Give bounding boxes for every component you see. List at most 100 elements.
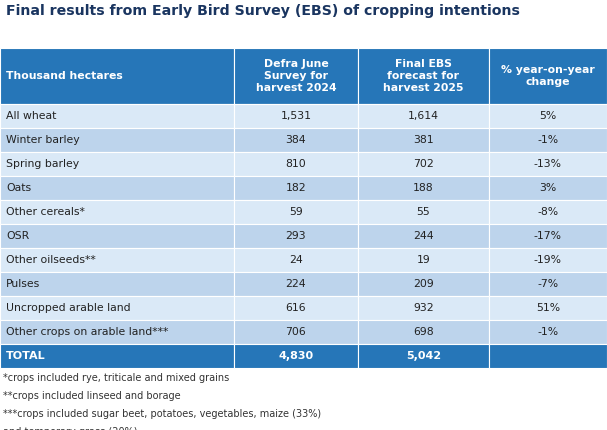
Text: 3%: 3% — [539, 183, 557, 193]
FancyBboxPatch shape — [0, 200, 234, 224]
Text: *crops included rye, triticale and mixed grains: *crops included rye, triticale and mixed… — [3, 373, 229, 383]
Text: 24: 24 — [289, 255, 303, 265]
Text: Thousand hectares: Thousand hectares — [6, 71, 123, 81]
FancyBboxPatch shape — [358, 272, 489, 296]
Text: -13%: -13% — [534, 159, 562, 169]
Text: 188: 188 — [413, 183, 433, 193]
Text: -17%: -17% — [534, 231, 562, 241]
Text: 706: 706 — [285, 327, 307, 337]
FancyBboxPatch shape — [358, 104, 489, 128]
FancyBboxPatch shape — [489, 296, 607, 320]
FancyBboxPatch shape — [234, 104, 358, 128]
Text: ***crops included sugar beet, potatoes, vegetables, maize (33%): ***crops included sugar beet, potatoes, … — [3, 409, 321, 419]
FancyBboxPatch shape — [489, 224, 607, 248]
FancyBboxPatch shape — [358, 200, 489, 224]
Text: -19%: -19% — [534, 255, 562, 265]
FancyBboxPatch shape — [234, 296, 358, 320]
Text: 209: 209 — [413, 279, 434, 289]
FancyBboxPatch shape — [234, 176, 358, 200]
FancyBboxPatch shape — [0, 176, 234, 200]
Text: Spring barley: Spring barley — [6, 159, 79, 169]
FancyBboxPatch shape — [489, 152, 607, 176]
Text: Final EBS
forecast for
harvest 2025: Final EBS forecast for harvest 2025 — [383, 58, 464, 93]
FancyBboxPatch shape — [489, 48, 607, 104]
FancyBboxPatch shape — [234, 128, 358, 152]
Text: All wheat: All wheat — [6, 111, 56, 121]
Text: 51%: 51% — [536, 303, 560, 313]
Text: 244: 244 — [413, 231, 433, 241]
Text: Final results from Early Bird Survey (EBS) of cropping intentions: Final results from Early Bird Survey (EB… — [6, 4, 520, 18]
FancyBboxPatch shape — [234, 200, 358, 224]
Text: 1,531: 1,531 — [280, 111, 311, 121]
Text: 384: 384 — [286, 135, 306, 145]
Text: 616: 616 — [286, 303, 306, 313]
FancyBboxPatch shape — [0, 128, 234, 152]
FancyBboxPatch shape — [358, 320, 489, 344]
FancyBboxPatch shape — [0, 48, 234, 104]
FancyBboxPatch shape — [358, 152, 489, 176]
FancyBboxPatch shape — [0, 224, 234, 248]
FancyBboxPatch shape — [234, 344, 358, 368]
Text: 810: 810 — [285, 159, 307, 169]
FancyBboxPatch shape — [234, 248, 358, 272]
FancyBboxPatch shape — [234, 152, 358, 176]
FancyBboxPatch shape — [489, 200, 607, 224]
Text: **crops included linseed and borage: **crops included linseed and borage — [3, 391, 181, 401]
Text: % year-on-year
change: % year-on-year change — [501, 65, 595, 87]
FancyBboxPatch shape — [358, 48, 489, 104]
Text: Other oilseeds**: Other oilseeds** — [6, 255, 96, 265]
FancyBboxPatch shape — [0, 104, 234, 128]
Text: -7%: -7% — [537, 279, 558, 289]
Text: Other crops on arable land***: Other crops on arable land*** — [6, 327, 169, 337]
Text: and temporary grass (20%): and temporary grass (20%) — [3, 427, 138, 430]
Text: -8%: -8% — [537, 207, 558, 217]
Text: 293: 293 — [286, 231, 306, 241]
Text: Uncropped arable land: Uncropped arable land — [6, 303, 131, 313]
Text: -1%: -1% — [537, 327, 558, 337]
FancyBboxPatch shape — [489, 272, 607, 296]
FancyBboxPatch shape — [0, 152, 234, 176]
FancyBboxPatch shape — [358, 296, 489, 320]
Text: Other cereals*: Other cereals* — [6, 207, 85, 217]
FancyBboxPatch shape — [358, 128, 489, 152]
FancyBboxPatch shape — [358, 176, 489, 200]
FancyBboxPatch shape — [489, 320, 607, 344]
Text: Defra June
Survey for
harvest 2024: Defra June Survey for harvest 2024 — [256, 58, 336, 93]
FancyBboxPatch shape — [0, 344, 234, 368]
Text: 5%: 5% — [539, 111, 557, 121]
Text: 55: 55 — [416, 207, 430, 217]
Text: 381: 381 — [413, 135, 433, 145]
Text: 19: 19 — [416, 255, 430, 265]
FancyBboxPatch shape — [0, 248, 234, 272]
FancyBboxPatch shape — [358, 248, 489, 272]
FancyBboxPatch shape — [358, 344, 489, 368]
FancyBboxPatch shape — [489, 248, 607, 272]
Text: 1,614: 1,614 — [408, 111, 439, 121]
FancyBboxPatch shape — [0, 272, 234, 296]
Text: 932: 932 — [413, 303, 433, 313]
Text: 59: 59 — [289, 207, 303, 217]
Text: -1%: -1% — [537, 135, 558, 145]
Text: 702: 702 — [413, 159, 434, 169]
FancyBboxPatch shape — [489, 128, 607, 152]
FancyBboxPatch shape — [234, 272, 358, 296]
Text: 224: 224 — [286, 279, 306, 289]
FancyBboxPatch shape — [234, 320, 358, 344]
FancyBboxPatch shape — [358, 224, 489, 248]
FancyBboxPatch shape — [234, 48, 358, 104]
FancyBboxPatch shape — [489, 104, 607, 128]
Text: TOTAL: TOTAL — [6, 351, 46, 361]
Text: Pulses: Pulses — [6, 279, 40, 289]
FancyBboxPatch shape — [234, 224, 358, 248]
FancyBboxPatch shape — [0, 320, 234, 344]
Text: 4,830: 4,830 — [279, 351, 313, 361]
FancyBboxPatch shape — [0, 296, 234, 320]
Text: 182: 182 — [286, 183, 306, 193]
Text: Oats: Oats — [6, 183, 31, 193]
Text: Winter barley: Winter barley — [6, 135, 80, 145]
Text: OSR: OSR — [6, 231, 29, 241]
Text: 698: 698 — [413, 327, 433, 337]
FancyBboxPatch shape — [489, 344, 607, 368]
Text: 5,042: 5,042 — [406, 351, 441, 361]
FancyBboxPatch shape — [489, 176, 607, 200]
